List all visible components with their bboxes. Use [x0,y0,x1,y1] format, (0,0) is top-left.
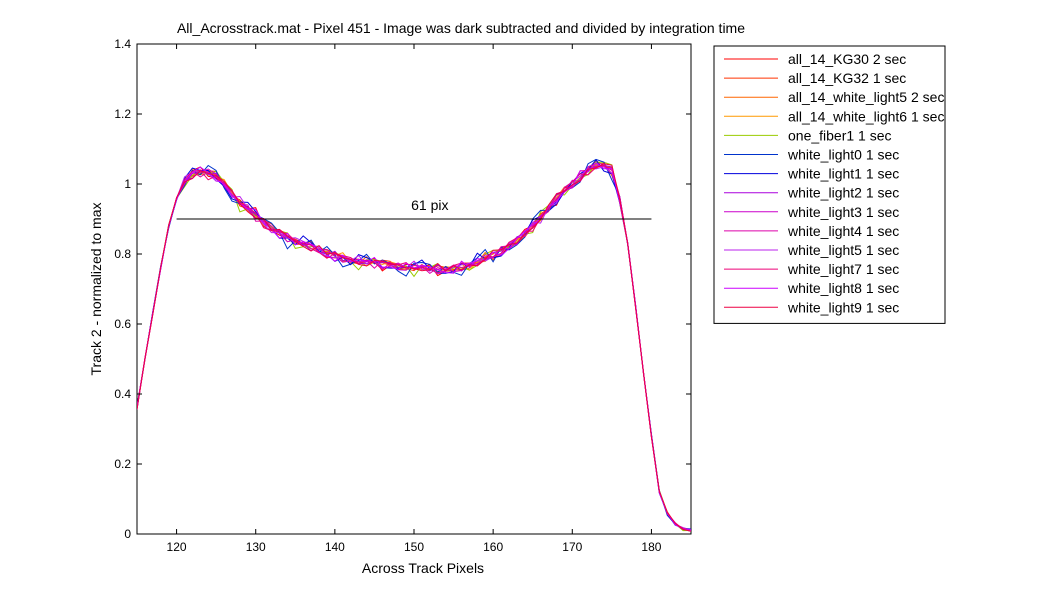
y-tick-label: 0.8 [114,247,131,261]
legend-entry-label: white_light4 1 sec [787,223,899,239]
legend-entry-label: all_14_KG32 1 sec [788,70,906,86]
series-line [137,161,691,532]
x-tick-label: 160 [483,540,503,554]
y-tick-label: 1.4 [114,37,131,51]
x-tick-label: 140 [325,540,345,554]
annotation-label: 61 pix [411,197,448,213]
legend-entry-label: white_light7 1 sec [787,261,899,277]
legend: all_14_KG30 2 sec all_14_KG32 1 sec all_14… [713,45,946,324]
legend-entry-label: all_14_white_light5 2 sec [788,89,944,105]
x-tick-label: 130 [246,540,266,554]
y-tick-label: 0 [124,527,131,541]
plot-area: 61 pix [136,43,692,535]
y-tick-label: 0.2 [114,457,131,471]
series-line [137,159,691,532]
y-tick-label: 0.6 [114,317,131,331]
legend-entry-label: white_light0 1 sec [787,147,899,163]
legend-entry-label: one_fiber1 1 sec [788,127,892,143]
legend-entry-label: white_light8 1 sec [787,280,899,296]
series-line [137,164,691,531]
legend-entry-label: white_light5 1 sec [787,242,899,258]
legend-entry-label: all_14_white_light6 1 sec [788,108,944,124]
x-tick-label: 180 [641,540,661,554]
series-line [137,158,691,531]
x-tick-label: 170 [562,540,582,554]
series-line [137,162,691,531]
y-axis-label: Track 2 - normalized to max [88,203,104,376]
series-line [137,159,691,530]
series-line [137,164,691,532]
series-line [137,164,691,532]
legend-entry-label: white_light2 1 sec [787,185,899,201]
y-tick-label: 0.4 [114,387,131,401]
chart-title: All_Acrosstrack.mat - Pixel 451 - Image … [177,20,745,36]
series-line [137,163,691,532]
legend-entry-label: all_14_KG30 2 sec [788,51,906,67]
series-group [137,158,691,532]
series-line [137,164,691,531]
x-axis-label: Across Track Pixels [362,560,484,576]
legend-entry-label: white_light9 1 sec [787,299,899,315]
legend-box [713,45,946,324]
legend-entry-label: white_light3 1 sec [787,204,899,220]
series-line [137,162,691,531]
series-line [137,165,691,531]
series-line [137,166,691,531]
y-tick-label: 1.2 [114,107,131,121]
axis-ticks: 120 130 140 150 160 170 180 0 0.2 0.4 0.6 0.8 1 1.2 1.… [114,37,691,554]
legend-entry-label: white_light1 1 sec [787,166,899,182]
x-tick-label: 150 [404,540,424,554]
y-tick-label: 1 [124,177,131,191]
axes-box [136,43,692,535]
x-tick-label: 120 [167,540,187,554]
